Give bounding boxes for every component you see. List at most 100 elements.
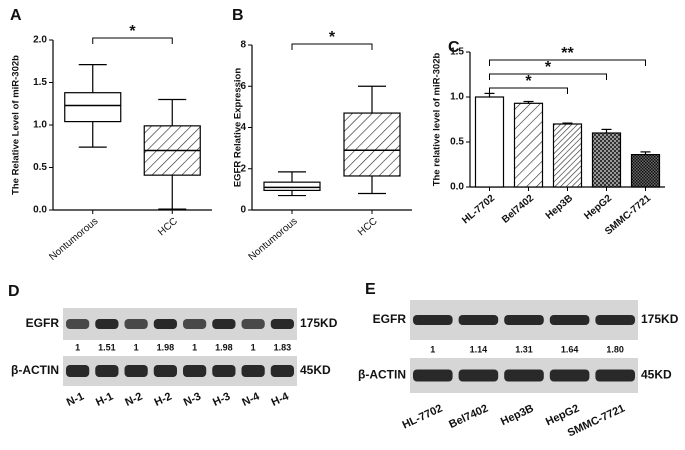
blot-band <box>270 365 294 377</box>
band-ratio: 1.98 <box>157 342 175 352</box>
blot-row-label: EGFR <box>26 316 60 330</box>
blot-band <box>212 319 236 329</box>
band-ratio: 1 <box>75 342 80 352</box>
blot-band <box>549 369 590 382</box>
band-ratio: 1 <box>192 342 197 352</box>
y-axis-label: The relative level of miR-302b <box>432 53 443 187</box>
blot-size-label: 45KD <box>641 368 672 382</box>
band-ratio: 1.51 <box>98 342 116 352</box>
panel-label: B <box>232 7 244 24</box>
blot-band <box>270 319 294 329</box>
y-tick-label: 1.5 <box>450 47 464 58</box>
bar <box>513 102 544 188</box>
x-tick-label: Nontumorous <box>247 216 300 263</box>
band-ratio: 1.31 <box>515 344 533 354</box>
band-ratio: 1 <box>430 344 435 354</box>
blot-band <box>66 319 90 329</box>
lane-label: N-1 <box>65 390 86 408</box>
y-tick-label: 1.0 <box>450 92 464 103</box>
lane-label: H-3 <box>211 390 232 408</box>
bar <box>591 132 622 188</box>
lane-label: N-2 <box>123 390 144 408</box>
lane-label: H-1 <box>94 390 115 408</box>
significance-bracket <box>489 87 568 94</box>
y-tick-label: 0.0 <box>33 205 47 216</box>
bar <box>474 96 505 188</box>
bar <box>552 123 583 188</box>
lane-label: HL-7702 <box>401 402 445 431</box>
panel-label: A <box>10 7 22 24</box>
x-tick-label: HCC <box>156 216 180 238</box>
x-tick-label: Bel7402 <box>500 193 536 226</box>
blot-band <box>504 315 544 325</box>
y-tick-label: 1.0 <box>33 120 47 131</box>
lane-label: Bel7402 <box>447 402 490 430</box>
lane-label: N-3 <box>182 390 203 408</box>
blot-band <box>95 365 119 377</box>
blot-band <box>595 369 635 382</box>
blot-row-label: β-ACTIN <box>358 368 406 382</box>
lane-label: H-4 <box>270 390 292 409</box>
x-tick-label: Nontumorous <box>47 216 100 263</box>
y-tick-label: 0.5 <box>33 162 47 173</box>
band-ratio: 1.64 <box>561 344 579 354</box>
panel-label: C <box>448 39 460 56</box>
box <box>343 112 401 177</box>
blot-size-label: 175KD <box>300 316 338 330</box>
blot-band <box>504 369 544 382</box>
blot-band <box>458 315 499 325</box>
y-tick-label: 8 <box>240 40 246 51</box>
y-tick-label: 2 <box>240 163 246 174</box>
significance-bracket <box>489 73 607 80</box>
significance-bracket <box>489 59 646 66</box>
blot-band <box>241 365 265 377</box>
blot-size-label: 45KD <box>300 363 331 377</box>
band-ratio: 1.80 <box>606 344 624 354</box>
significance-label: ** <box>561 45 574 62</box>
band-ratio: 1.83 <box>274 342 292 352</box>
blot-band <box>458 369 499 382</box>
blot-band <box>212 365 236 377</box>
blot-band <box>124 319 148 329</box>
box <box>263 181 321 192</box>
blot-row-label: EGFR <box>373 312 407 326</box>
y-tick-label: 0 <box>240 205 246 216</box>
significance-label: * <box>129 23 136 40</box>
blot-band <box>413 315 453 325</box>
y-tick-label: 1.5 <box>33 77 47 88</box>
blot-band <box>66 365 90 377</box>
y-tick-label: 0.5 <box>450 137 464 148</box>
panel-label: E <box>365 281 376 298</box>
bar <box>630 154 661 188</box>
lane-label: H-2 <box>153 390 174 408</box>
y-axis-label: EGFR Relative Expression <box>233 68 244 188</box>
band-ratio: 1 <box>134 342 139 352</box>
y-tick-label: 4 <box>240 122 246 133</box>
band-ratio: 1 <box>251 342 256 352</box>
blot-row-label: β-ACTIN <box>11 363 59 377</box>
blot-band <box>241 319 265 329</box>
y-tick-label: 6 <box>240 81 246 92</box>
blot-band <box>95 319 119 329</box>
lane-label: N-4 <box>240 390 262 409</box>
y-axis-label: The Relative Level of miR-302b <box>11 55 22 195</box>
significance-label: * <box>545 59 552 76</box>
blot-band <box>183 319 207 329</box>
blot-band <box>595 315 635 325</box>
blot-band <box>549 315 590 325</box>
x-tick-label: Hep3B <box>544 193 575 222</box>
lane-label: Hep3B <box>499 402 536 428</box>
y-tick-label: 0.0 <box>450 182 464 193</box>
significance-label: * <box>329 29 336 46</box>
x-tick-label: HepG2 <box>582 193 614 222</box>
y-tick-label: 2.0 <box>33 35 47 46</box>
blot-size-label: 175KD <box>641 312 679 326</box>
blot-band <box>153 365 177 377</box>
box <box>64 92 122 123</box>
significance-bracket <box>92 37 173 44</box>
blot-band <box>413 369 453 382</box>
blot-band <box>124 365 148 377</box>
significance-label: * <box>525 73 532 90</box>
blot-band <box>183 365 207 377</box>
